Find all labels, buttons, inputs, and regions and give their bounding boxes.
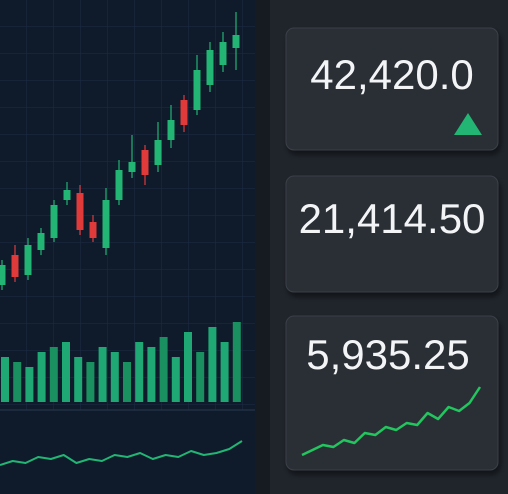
volume-bar: [74, 357, 83, 402]
candle-body: [128, 162, 136, 172]
volume-bar: [135, 342, 144, 402]
volume-bar: [49, 347, 58, 402]
candle-body: [154, 140, 162, 165]
volume-bar: [98, 347, 107, 402]
candle-body: [219, 42, 227, 65]
volume-bar: [208, 327, 217, 402]
candle-body: [141, 150, 149, 175]
candle-body: [115, 170, 123, 200]
volume-bar: [184, 332, 192, 402]
candle-body: [76, 193, 84, 230]
ticker-card: [285, 315, 499, 471]
candle-body: [206, 50, 214, 85]
volume-bar: [62, 342, 70, 402]
candle-body: [180, 100, 188, 125]
candle-body: [11, 255, 19, 277]
volume-bar: [171, 357, 180, 402]
candle-body: [89, 222, 97, 238]
volume-bar: [159, 337, 168, 402]
ticker-card: [285, 175, 499, 293]
volume-bar: [37, 352, 46, 402]
candle-body: [102, 200, 110, 248]
candle-body: [50, 205, 58, 238]
candle-body: [167, 120, 175, 140]
ticker-card: [285, 27, 499, 151]
volume-bar: [220, 342, 229, 402]
volume-bar: [196, 352, 205, 402]
price: 5,935.25: [306, 331, 470, 378]
volume-bar: [1, 357, 9, 402]
candle-body: [193, 70, 201, 110]
volume-bar: [86, 362, 95, 402]
candle-body: [24, 245, 32, 275]
separator: [255, 0, 270, 494]
price: 21,414.50: [299, 195, 486, 242]
grid: [0, 0, 255, 410]
volume-bar: [232, 322, 241, 402]
sparkline: [301, 386, 482, 457]
price: 42,420.0: [310, 51, 474, 98]
line-series: [0, 440, 243, 466]
up-arrow: [454, 113, 482, 135]
candle-body: [232, 35, 240, 48]
candle-body: [0, 265, 6, 285]
candle-body: [37, 233, 45, 250]
volume-bar: [147, 347, 156, 402]
candle-body: [63, 190, 71, 200]
volume-bar: [25, 367, 34, 402]
volume-bar: [123, 362, 131, 402]
volume-bar: [13, 362, 22, 402]
volume-bar: [110, 352, 119, 402]
